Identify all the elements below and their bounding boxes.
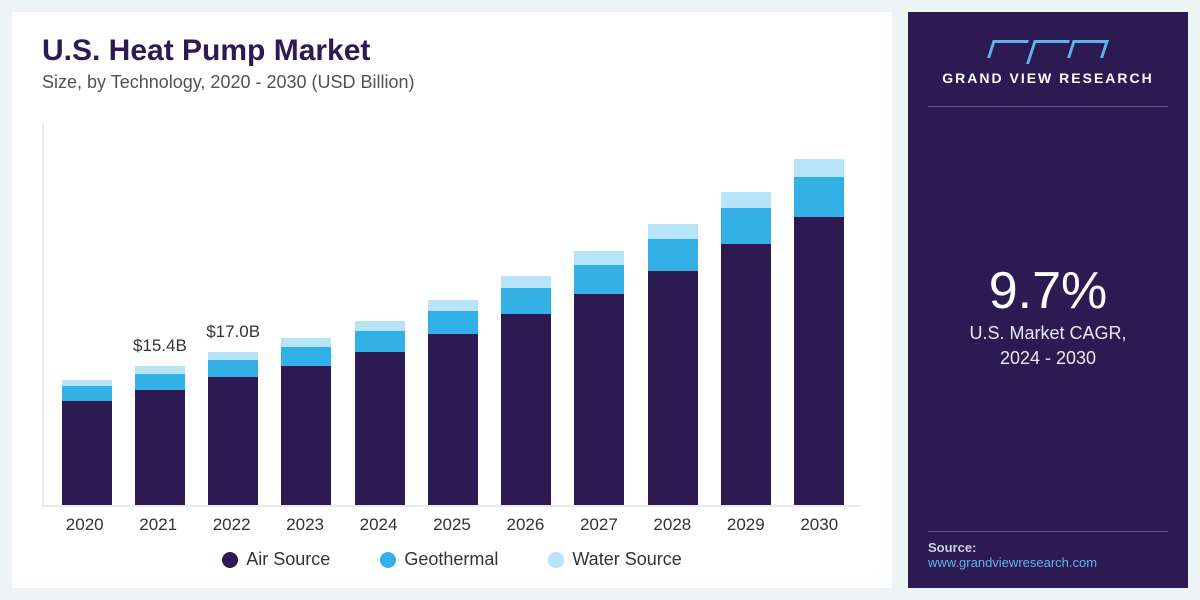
bar-stack: [62, 380, 112, 505]
bar-group: $15.4B $17.0B: [44, 123, 862, 505]
bar-column: $15.4B: [135, 366, 185, 505]
legend-item: Water Source: [548, 549, 681, 570]
cagr-label-line2: 2024 - 2030: [1000, 348, 1096, 368]
bar-segment: [62, 386, 112, 400]
bar-segment: [648, 271, 698, 505]
bar-stack: [281, 338, 331, 505]
x-tick-label: 2021: [133, 515, 183, 535]
logo-glyph-icon: [928, 40, 1168, 64]
chart-title: U.S. Heat Pump Market: [42, 34, 862, 68]
bar-segment: [648, 239, 698, 271]
bar-stack: [794, 159, 844, 505]
bar-segment: [355, 331, 405, 352]
bar-segment: [208, 360, 258, 377]
x-tick-label: 2025: [427, 515, 477, 535]
bar-stack: [574, 251, 624, 505]
x-tick-label: 2028: [647, 515, 697, 535]
legend-swatch-icon: [380, 552, 396, 568]
bar-segment: [721, 208, 771, 244]
bar-segment: [501, 288, 551, 314]
brand-name: GRAND VIEW RESEARCH: [928, 70, 1168, 86]
cagr-value: 9.7%: [989, 261, 1108, 321]
bar-column: [281, 338, 331, 505]
bar-segment: [135, 374, 185, 390]
bar-segment: [648, 224, 698, 238]
legend: Air Source Geothermal Water Source: [42, 549, 862, 570]
bar-stack: [648, 224, 698, 505]
bar-segment: [794, 217, 844, 505]
bar-segment: [721, 192, 771, 208]
bar-column: [721, 192, 771, 505]
bar-segment: [281, 366, 331, 506]
x-tick-label: 2022: [207, 515, 257, 535]
bar-segment: [574, 251, 624, 265]
legend-swatch-icon: [548, 552, 564, 568]
sidebar-panel: GRAND VIEW RESEARCH 9.7% U.S. Market CAG…: [908, 12, 1188, 588]
bar-segment: [135, 366, 185, 373]
bar-stack: [355, 321, 405, 505]
x-tick-label: 2029: [721, 515, 771, 535]
x-tick-label: 2026: [500, 515, 550, 535]
bar-segment: [794, 159, 844, 177]
bar-column: [574, 251, 624, 505]
bar-segment: [355, 352, 405, 505]
bar-stack: [721, 192, 771, 505]
bar-segment: [721, 244, 771, 505]
bar-segment: [355, 321, 405, 331]
bar-segment: [281, 338, 331, 347]
bar-column: [428, 300, 478, 505]
bar-stack: [428, 300, 478, 505]
chart-subtitle: Size, by Technology, 2020 - 2030 (USD Bi…: [42, 72, 862, 93]
bar-stack: [208, 352, 258, 505]
bar-segment: [281, 347, 331, 366]
source-block: Source: www.grandviewresearch.com: [928, 525, 1168, 570]
x-tick-label: 2030: [794, 515, 844, 535]
bar-segment: [501, 276, 551, 288]
x-tick-label: 2027: [574, 515, 624, 535]
value-callout: $15.4B: [133, 336, 187, 356]
x-tick-label: 2023: [280, 515, 330, 535]
bar-segment: [574, 294, 624, 506]
bar-column: [648, 224, 698, 505]
x-tick-label: 2020: [60, 515, 110, 535]
bar-segment: [794, 177, 844, 217]
bar-segment: [574, 265, 624, 294]
brand-logo: GRAND VIEW RESEARCH: [928, 40, 1168, 86]
cagr-label: U.S. Market CAGR, 2024 - 2030: [969, 321, 1126, 371]
cagr-block: 9.7% U.S. Market CAGR, 2024 - 2030: [969, 107, 1126, 525]
bar-segment: [208, 377, 258, 505]
legend-label: Geothermal: [404, 549, 498, 570]
divider: [928, 531, 1168, 532]
cagr-label-line1: U.S. Market CAGR,: [969, 323, 1126, 343]
bar-column: [62, 380, 112, 505]
bar-segment: [501, 314, 551, 505]
bar-column: [794, 159, 844, 505]
bar-column: [355, 321, 405, 505]
bar-segment: [135, 390, 185, 505]
source-label: Source:: [928, 540, 1168, 555]
bar-column: $17.0B: [208, 352, 258, 505]
bar-segment: [428, 311, 478, 334]
bar-segment: [428, 334, 478, 505]
source-url: www.grandviewresearch.com: [928, 555, 1168, 570]
chart-panel: U.S. Heat Pump Market Size, by Technolog…: [12, 12, 892, 588]
legend-label: Water Source: [572, 549, 681, 570]
bar-segment: [428, 300, 478, 311]
legend-item: Geothermal: [380, 549, 498, 570]
bar-segment: [62, 401, 112, 505]
bar-column: [501, 276, 551, 505]
bar-stack: [501, 276, 551, 505]
chart-plot-area: $15.4B $17.0B: [42, 123, 862, 507]
x-tick-label: 2024: [354, 515, 404, 535]
bar-stack: [135, 366, 185, 505]
legend-swatch-icon: [222, 552, 238, 568]
bar-segment: [208, 352, 258, 360]
legend-label: Air Source: [246, 549, 330, 570]
value-callout: $17.0B: [206, 322, 260, 342]
x-axis: 2020 2021 2022 2023 2024 2025 2026 2027 2028 2029…: [42, 507, 862, 535]
legend-item: Air Source: [222, 549, 330, 570]
